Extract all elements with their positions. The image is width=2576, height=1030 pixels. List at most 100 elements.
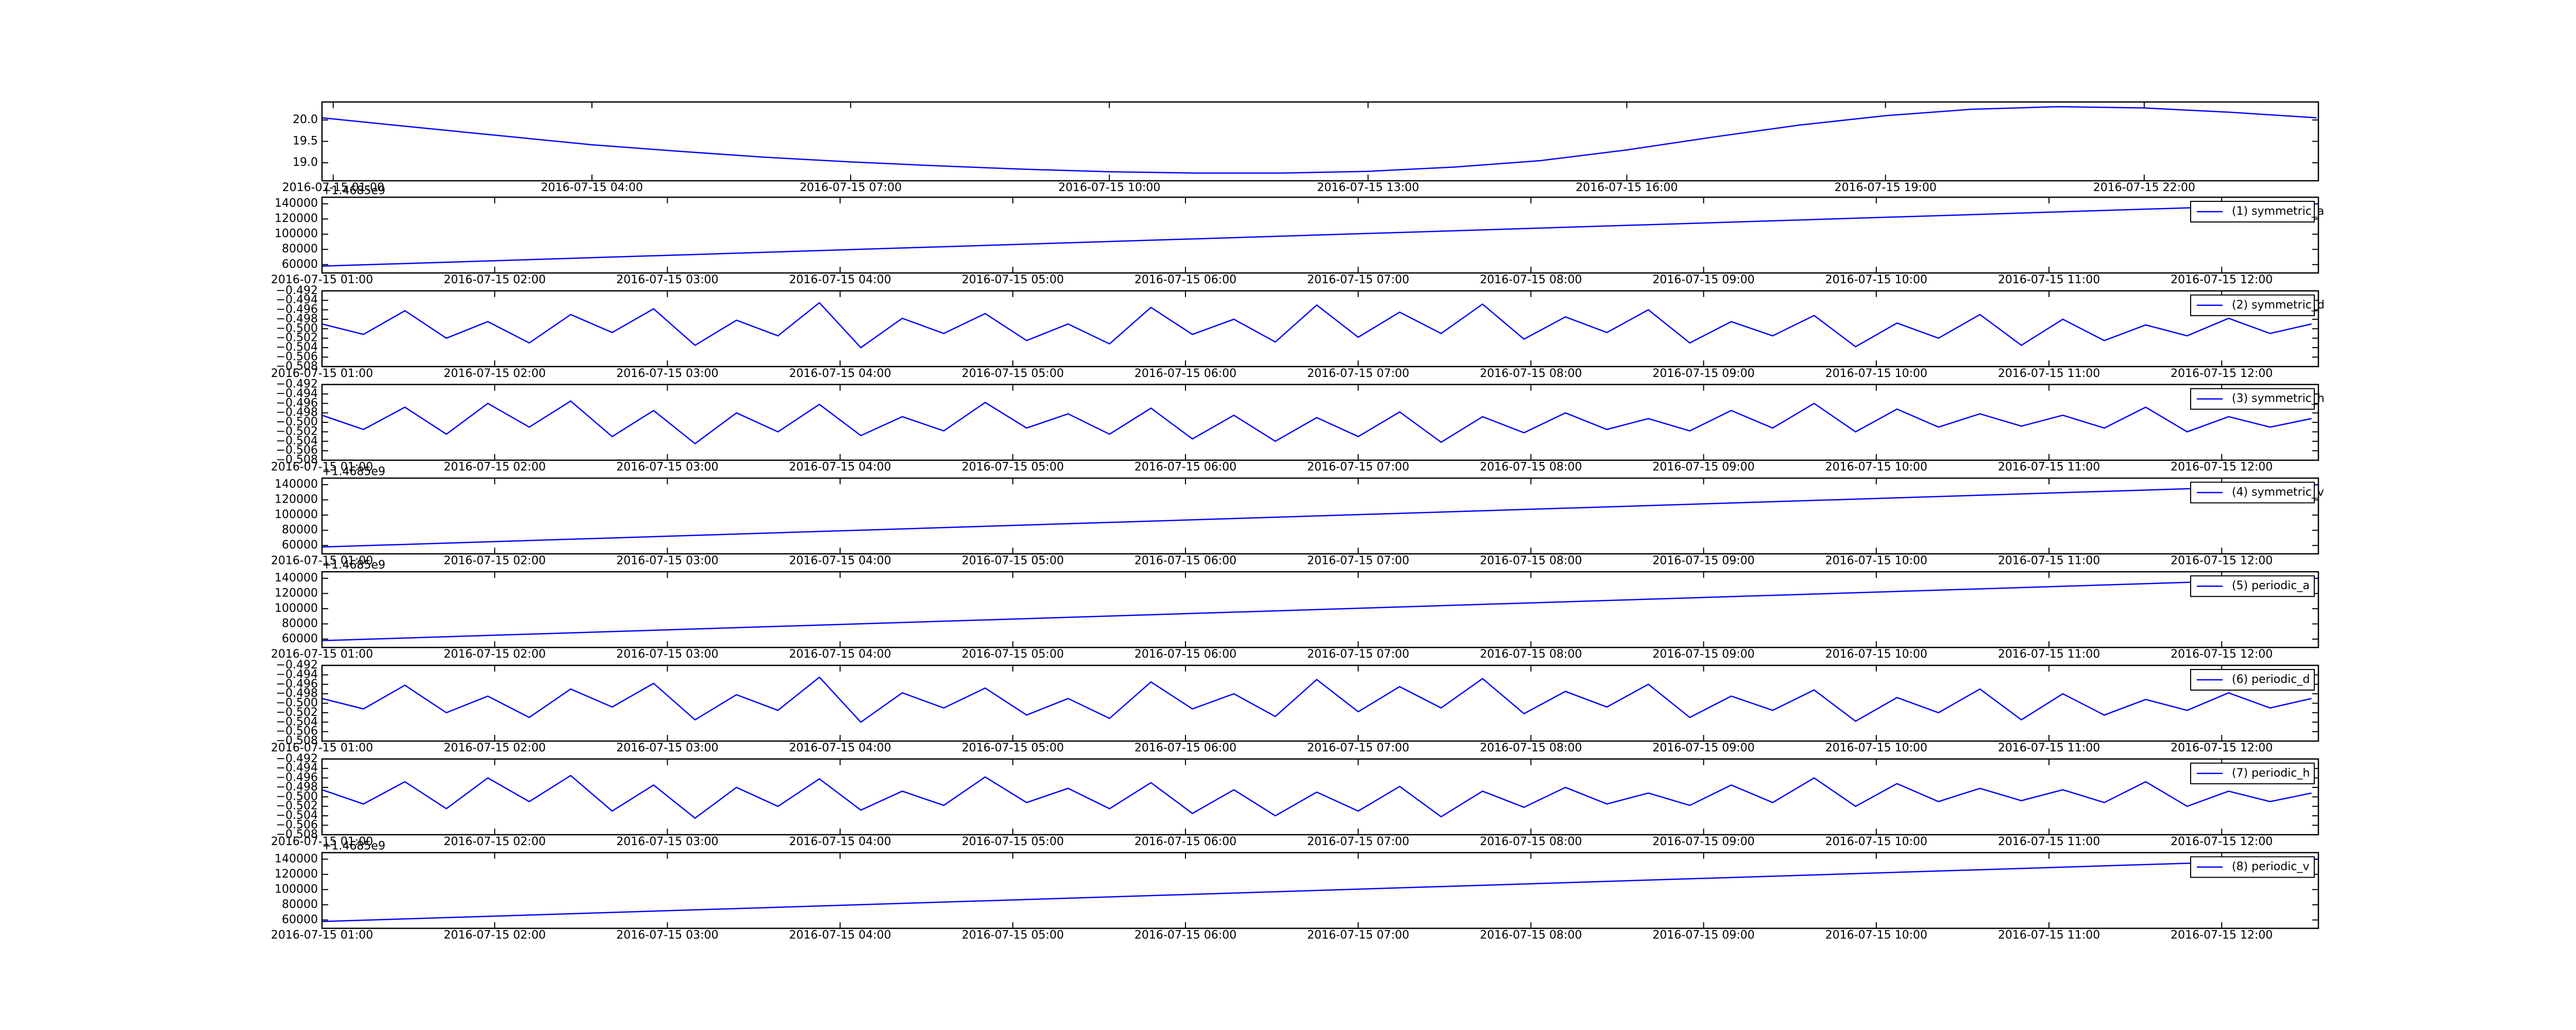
- legend-label: (4) symmetric_v: [2232, 486, 2324, 499]
- y-tick-label: −0.496: [276, 678, 318, 691]
- x-tick-label: 2016-07-15 02:00: [444, 929, 546, 942]
- x-tick-label: 2016-07-15 10:00: [1825, 273, 1927, 286]
- y-tick-label: 100000: [275, 228, 318, 241]
- x-tick-label: 2016-07-15 09:00: [1653, 554, 1755, 567]
- subplot: −0.508−0.506−0.504−0.502−0.500−0.498−0.4…: [271, 659, 2319, 754]
- x-tick-label: 2016-07-15 07:00: [1307, 461, 1409, 474]
- x-tick-label: 2016-07-15 12:00: [2171, 554, 2273, 567]
- x-tick-label: 2016-07-15 08:00: [1480, 273, 1582, 286]
- x-tick-label: 2016-07-15 10:00: [1825, 648, 1927, 661]
- axes-frame: [321, 852, 2319, 929]
- y-tick-label: −0.502: [276, 706, 318, 719]
- x-tick-label: 2016-07-15 02:00: [444, 273, 546, 286]
- y-tick-label: −0.502: [276, 332, 318, 345]
- x-tick-label: 2016-07-15 09:00: [1653, 648, 1755, 661]
- x-tick-label: 2016-07-15 02:00: [444, 835, 546, 848]
- x-tick-label: 2016-07-15 13:00: [1317, 181, 1419, 194]
- x-tick-label: 2016-07-15 01:00: [271, 835, 373, 848]
- y-tick-label: 120000: [275, 212, 318, 225]
- x-tick-label: 2016-07-15 06:00: [1134, 461, 1236, 474]
- axes-frame: [321, 664, 2319, 742]
- x-tick-label: 2016-07-15 05:00: [962, 835, 1064, 848]
- x-tick-label: 2016-07-15 05:00: [962, 367, 1064, 380]
- x-tick-label: 2016-07-15 11:00: [1998, 273, 2100, 286]
- y-tick-label: 80000: [282, 617, 318, 630]
- series-line: [322, 302, 2312, 349]
- x-tick-label: 2016-07-15 05:00: [962, 273, 1064, 286]
- x-tick-label: 2016-07-15 03:00: [616, 742, 718, 754]
- x-tick-label: 2016-07-15 09:00: [1653, 461, 1755, 474]
- x-tick-label: 2016-07-15 10:00: [1825, 554, 1927, 567]
- x-tick-label: 2016-07-15 08:00: [1480, 461, 1582, 474]
- y-tick-label: 120000: [275, 587, 318, 599]
- y-tick-label: −0.502: [276, 425, 318, 438]
- x-tick-label: 2016-07-15 02:00: [444, 648, 546, 661]
- y-tick-label: −0.492: [276, 752, 318, 765]
- y-tick-label: 60000: [282, 632, 318, 645]
- x-tick-label: 2016-07-15 08:00: [1480, 648, 1582, 661]
- y-tick-label: −0.508: [276, 360, 318, 373]
- x-tick-label: 2016-07-15 10:00: [1825, 367, 1927, 380]
- x-tick-label: 2016-07-15 12:00: [2171, 648, 2273, 661]
- x-tick-label: 2016-07-15 10:00: [1825, 742, 1927, 754]
- y-offset-label: +1.4685e9: [322, 559, 385, 572]
- subplot: 60000 80000 100000 120000 140000 2016-07-15 0…: [271, 840, 2319, 942]
- x-tick-label: 2016-07-15 01:00: [271, 648, 373, 661]
- x-tick-label: 2016-07-15 05:00: [962, 648, 1064, 661]
- y-tick-label: −0.492: [276, 659, 318, 672]
- x-tick-label: 2016-07-15 12:00: [2171, 461, 2273, 474]
- x-tick-label: 2016-07-15 07:00: [800, 181, 902, 194]
- y-tick-label: −0.500: [276, 322, 318, 335]
- x-tick-label: 2016-07-15 11:00: [1998, 835, 2100, 848]
- axes-frame: [321, 758, 2319, 836]
- x-tick-label: 2016-07-15 01:00: [271, 461, 373, 474]
- y-tick-label: −0.496: [276, 771, 318, 784]
- x-tick-label: 2016-07-15 06:00: [1134, 367, 1236, 380]
- x-tick-label: 2016-07-15 11:00: [1998, 461, 2100, 474]
- y-tick-label: 80000: [282, 524, 318, 537]
- x-tick-label: 2016-07-15 08:00: [1480, 367, 1582, 380]
- axes-frame: [321, 101, 2319, 182]
- axes-frame: [321, 571, 2319, 648]
- x-tick-label: 2016-07-15 02:00: [444, 554, 546, 567]
- y-tick-label: −0.494: [276, 294, 318, 306]
- x-tick-label: 2016-07-15 05:00: [962, 742, 1064, 754]
- legend-label: (3) symmetric_h: [2232, 392, 2325, 405]
- x-tick-label: 2016-07-15 06:00: [1134, 648, 1236, 661]
- y-tick-label: −0.508: [276, 454, 318, 467]
- y-tick-label: −0.498: [276, 406, 318, 419]
- x-tick-label: 2016-07-15 04:00: [789, 835, 891, 848]
- legend-label: (5) periodic_a: [2232, 579, 2310, 592]
- x-tick-label: 2016-07-15 02:00: [444, 367, 546, 380]
- x-tick-label: 2016-07-15 12:00: [2171, 273, 2273, 286]
- y-tick-label: −0.496: [276, 303, 318, 316]
- legend-box: [2190, 294, 2315, 316]
- x-tick-label: 2016-07-15 07:00: [1307, 742, 1409, 754]
- series-line: [322, 577, 2318, 642]
- y-tick-label: 120000: [275, 493, 318, 506]
- x-tick-label: 2016-07-15 16:00: [1575, 181, 1677, 194]
- y-tick-label: 20.0: [293, 113, 318, 126]
- y-tick-label: −0.492: [276, 284, 318, 297]
- y-tick-label: 140000: [275, 478, 318, 491]
- series-line: [322, 775, 2312, 819]
- axes-frame: [321, 290, 2319, 368]
- x-tick-label: 2016-07-15 04:00: [789, 273, 891, 286]
- x-tick-label: 2016-07-15 03:00: [616, 461, 718, 474]
- axes-frame: [321, 384, 2319, 461]
- y-tick-label: −0.504: [276, 809, 318, 822]
- x-tick-label: 2016-07-15 09:00: [1653, 835, 1755, 848]
- x-tick-label: 2016-07-15 08:00: [1480, 835, 1582, 848]
- x-tick-label: 2016-07-15 07:00: [1307, 554, 1409, 567]
- y-tick-label: −0.494: [276, 762, 318, 775]
- legend-label: (7) periodic_h: [2232, 767, 2310, 780]
- x-tick-label: 2016-07-15 09:00: [1653, 742, 1755, 754]
- y-tick-label: −0.492: [276, 378, 318, 391]
- series-line: [322, 484, 2318, 548]
- subplot: −0.508−0.506−0.504−0.502−0.500−0.498−0.4…: [271, 752, 2319, 848]
- y-tick-label: −0.498: [276, 313, 318, 325]
- x-tick-label: 2016-07-15 10:00: [1058, 181, 1160, 194]
- x-tick-label: 2016-07-15 07:00: [1307, 835, 1409, 848]
- y-tick-label: 80000: [282, 243, 318, 255]
